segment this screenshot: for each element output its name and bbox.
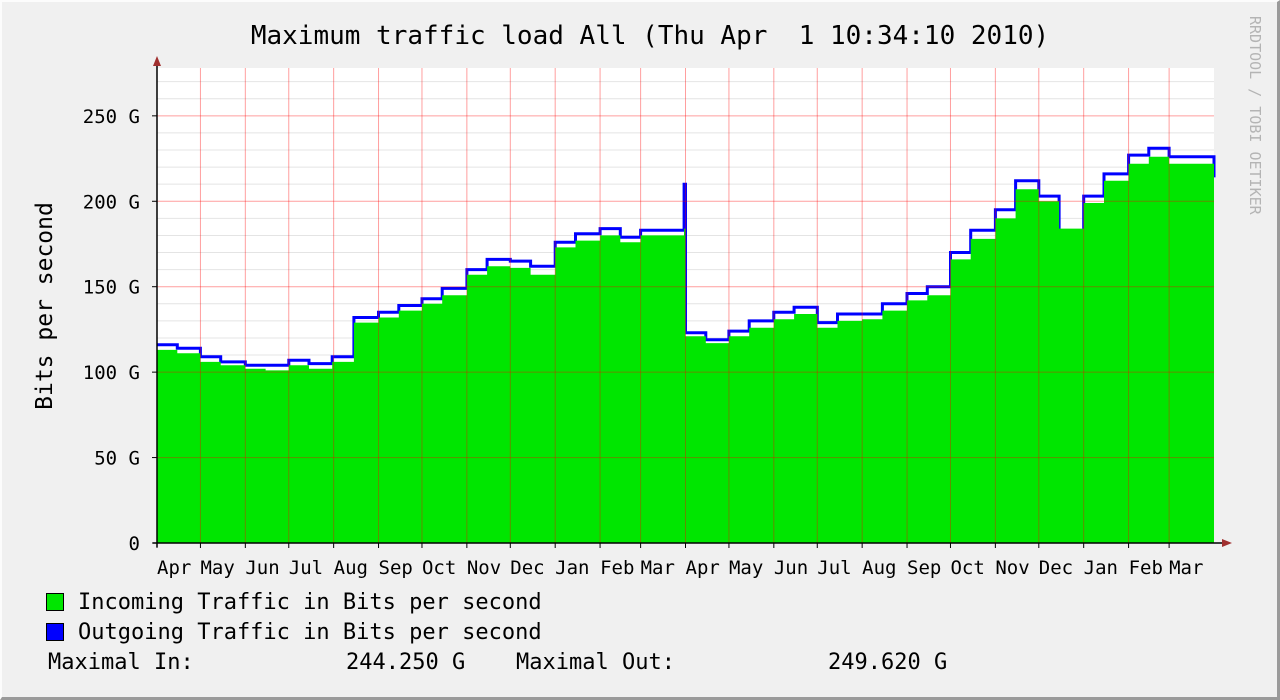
x-tick-label: Jul xyxy=(817,557,851,579)
x-axis-arrow xyxy=(1222,539,1232,547)
legend-incoming-swatch xyxy=(46,593,64,611)
x-tick-label: Apr xyxy=(157,557,191,579)
x-tick-label: Apr xyxy=(686,557,720,579)
max-in-value: 244.250 G xyxy=(346,650,466,675)
x-tick-label: Jan xyxy=(1084,557,1118,579)
x-tick-label: Oct xyxy=(950,557,984,579)
chart-title: Maximum traffic load All (Thu Apr 1 10:3… xyxy=(251,21,1049,51)
legend-incoming: Incoming Traffic in Bits per second xyxy=(46,589,542,615)
y-tick-label: 250 G xyxy=(83,106,140,128)
x-tick-label: May xyxy=(200,557,234,579)
x-tick-label: Sep xyxy=(907,557,941,579)
y-tick-label: 100 G xyxy=(83,362,140,384)
y-tick-label: 0 xyxy=(129,533,140,555)
x-tick-label: Dec xyxy=(1039,557,1073,579)
incoming-traffic-area xyxy=(157,156,1214,544)
outgoing-traffic-line xyxy=(157,146,1216,367)
x-tick-label: Jun xyxy=(774,557,808,579)
x-tick-label: Aug xyxy=(334,557,368,579)
x-tick-label: Oct xyxy=(422,557,456,579)
x-tick-label: Feb xyxy=(1129,557,1163,579)
legend-outgoing-label: Outgoing Traffic in Bits per second xyxy=(78,619,542,645)
x-tick-label: Mar xyxy=(641,557,675,579)
x-tick-label: Jan xyxy=(555,557,589,579)
max-out-label: Maximal Out: xyxy=(516,650,675,675)
legend-outgoing-swatch xyxy=(46,623,64,641)
max-in-label: Maximal In: xyxy=(48,650,194,675)
x-tick-label: Feb xyxy=(600,557,634,579)
x-tick-label: Aug xyxy=(862,557,896,579)
x-tick-label: Dec xyxy=(510,557,544,579)
x-tick-label: Nov xyxy=(995,557,1029,579)
x-tick-label: Jul xyxy=(289,557,323,579)
y-tick-label: 150 G xyxy=(83,277,140,299)
y-axis-arrow xyxy=(153,56,161,66)
max-out-value: 249.620 G xyxy=(828,650,948,675)
x-tick-label: Jun xyxy=(245,557,279,579)
y-axis-label: Bits per second xyxy=(32,202,58,410)
legend-incoming-label: Incoming Traffic in Bits per second xyxy=(78,589,542,615)
x-tick-label: May xyxy=(729,557,763,579)
legend-outgoing: Outgoing Traffic in Bits per second xyxy=(46,619,542,645)
x-tick-label: Nov xyxy=(467,557,501,579)
x-tick-label: Mar xyxy=(1169,557,1203,579)
rrdtool-watermark: RRDTOOL / TOBI OETIKER xyxy=(1246,16,1264,216)
x-tick-label: Sep xyxy=(379,557,413,579)
y-tick-label: 50 G xyxy=(94,448,140,470)
y-tick-label: 200 G xyxy=(83,191,140,213)
